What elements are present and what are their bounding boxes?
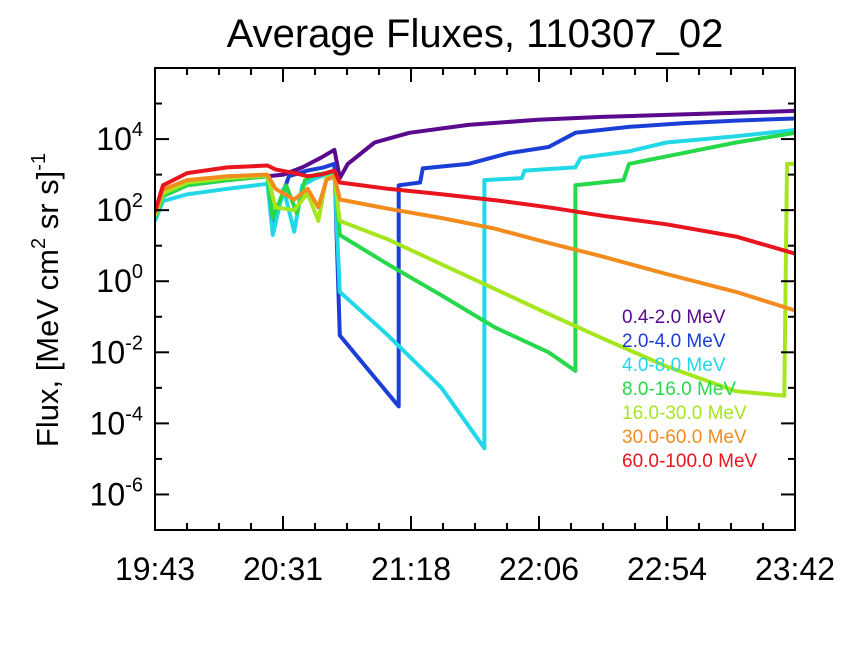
y-axis-label: Flux, [MeV cm2 sr s]-1 <box>28 153 65 447</box>
x-axis: 19:43 20:31 21:18 22:06 22:54 23:42 <box>115 68 835 587</box>
y-tick-label-base: 10 <box>96 192 132 228</box>
x-tick-label: 23:42 <box>755 551 835 587</box>
legend-entry: 2.0-4.0 MeV <box>622 331 726 352</box>
y-axis-label-sup1: 2 <box>28 238 50 249</box>
series-line-6 <box>155 172 795 313</box>
legend: 0.4-2.0 MeV 2.0-4.0 MeV 4.0-8.0 MeV 8.0-16.… <box>622 307 758 472</box>
y-tick-label-exponent: 2 <box>132 190 143 212</box>
y-tick-label-exponent: -4 <box>125 403 143 425</box>
x-tick-label: 19:43 <box>115 551 195 587</box>
y-axis-label-sup2: -1 <box>28 153 50 171</box>
x-tick-label: 22:54 <box>627 551 707 587</box>
y-tick-label-exponent: 0 <box>132 261 143 283</box>
y-tick-label: 10-6 <box>90 474 143 512</box>
legend-entry: 4.0-8.0 MeV <box>622 355 726 376</box>
y-tick-label: 10-2 <box>90 332 143 370</box>
x-tick-label: 22:06 <box>499 551 579 587</box>
legend-entry: 60.0-100.0 MeV <box>622 451 758 472</box>
legend-entry: 0.4-2.0 MeV <box>622 307 726 328</box>
x-tick-label: 20:31 <box>243 551 323 587</box>
y-tick-label: 10-4 <box>90 403 143 441</box>
legend-entry: 30.0-60.0 MeV <box>622 427 747 448</box>
y-axis-label-prefix: Flux, [MeV cm <box>30 249 65 447</box>
y-tick-label: 102 <box>96 190 143 228</box>
y-tick-label-base: 10 <box>96 121 132 157</box>
series-layer <box>155 108 795 451</box>
x-tick-label: 21:18 <box>371 551 451 587</box>
y-tick-label-base: 10 <box>96 263 132 299</box>
legend-entry: 8.0-16.0 MeV <box>622 379 736 400</box>
y-axis-label-mid: sr s] <box>30 171 65 238</box>
y-tick-label-base: 10 <box>90 405 126 441</box>
y-tick-label: 100 <box>96 261 143 299</box>
y-tick-label-exponent: 4 <box>132 119 143 141</box>
y-tick-label-exponent: -2 <box>125 332 143 354</box>
chart-title: Average Fluxes, 110307_02 <box>227 12 724 56</box>
legend-entry: 16.0-30.0 MeV <box>622 403 747 424</box>
y-tick-label: 104 <box>96 119 143 157</box>
y-tick-label-base: 10 <box>90 334 126 370</box>
y-tick-label-exponent: -6 <box>125 474 143 496</box>
series-line-7 <box>155 163 795 256</box>
y-tick-label-base: 10 <box>90 476 126 512</box>
